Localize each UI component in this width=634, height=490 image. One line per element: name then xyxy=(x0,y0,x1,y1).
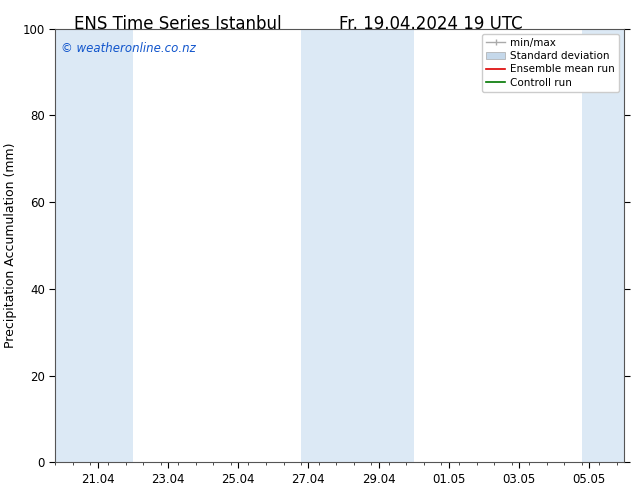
Text: © weatheronline.co.nz: © weatheronline.co.nz xyxy=(61,42,196,55)
Bar xyxy=(55,29,133,463)
Y-axis label: Precipitation Accumulation (mm): Precipitation Accumulation (mm) xyxy=(4,143,17,348)
Bar xyxy=(582,29,624,463)
Bar xyxy=(301,29,414,463)
Text: ENS Time Series Istanbul: ENS Time Series Istanbul xyxy=(74,15,281,33)
Legend: min/max, Standard deviation, Ensemble mean run, Controll run: min/max, Standard deviation, Ensemble me… xyxy=(482,34,619,92)
Text: Fr. 19.04.2024 19 UTC: Fr. 19.04.2024 19 UTC xyxy=(339,15,523,33)
